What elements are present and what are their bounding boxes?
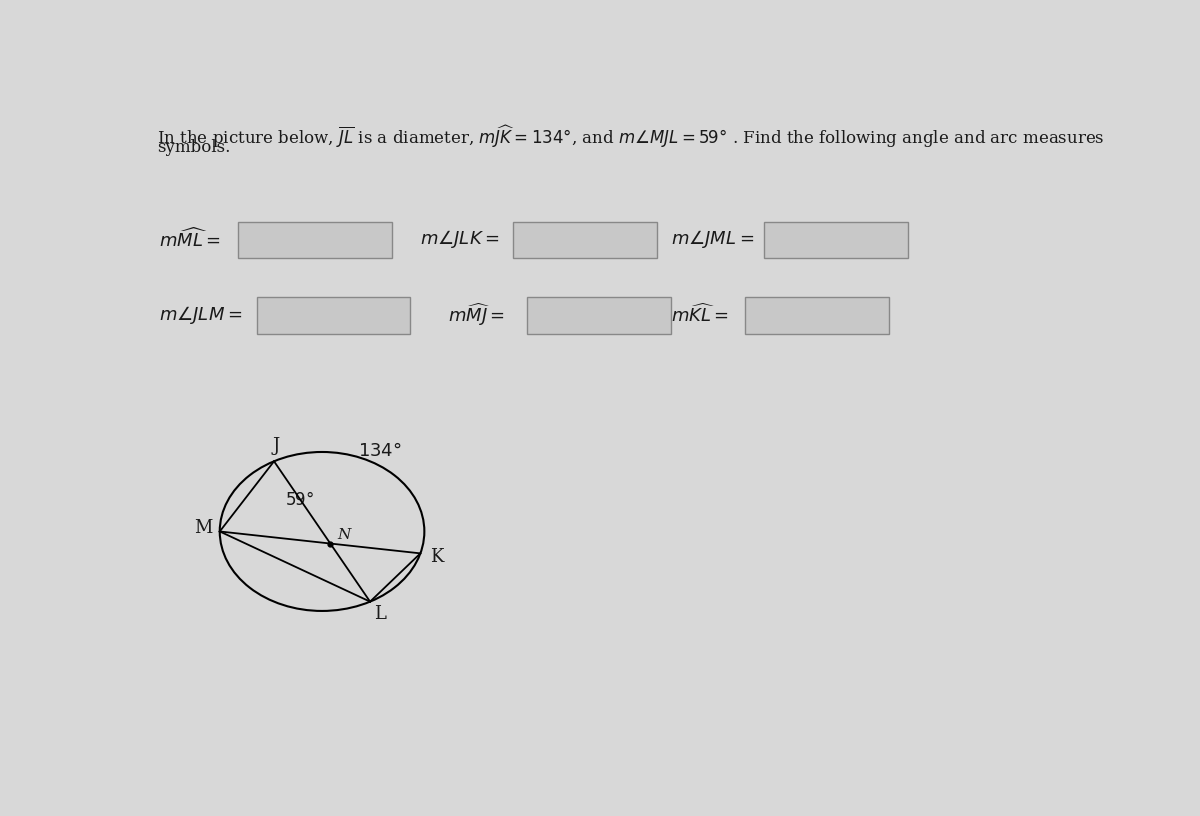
FancyBboxPatch shape [745,297,889,334]
Text: $m\angle JLM =$: $m\angle JLM =$ [160,304,242,326]
Text: N: N [337,528,352,543]
Text: $m\widehat{ML} =$: $m\widehat{ML} =$ [160,228,221,251]
FancyBboxPatch shape [257,297,410,334]
FancyBboxPatch shape [764,222,908,258]
Text: $m\angle JML =$: $m\angle JML =$ [671,228,754,251]
FancyBboxPatch shape [512,222,656,258]
Text: symbols.: symbols. [157,139,230,156]
Text: M: M [194,519,212,537]
FancyBboxPatch shape [527,297,671,334]
Text: In the picture below, $\overline{JL}$ is a diameter, $m\widehat{JK} = 134°$, and: In the picture below, $\overline{JL}$ is… [157,123,1105,149]
Text: $m\widehat{KL} =$: $m\widehat{KL} =$ [671,304,728,326]
FancyBboxPatch shape [239,222,391,258]
Text: K: K [430,548,443,565]
Text: $134°$: $134°$ [358,442,402,460]
Text: J: J [272,437,280,455]
Text: $59°$: $59°$ [286,491,314,509]
Text: L: L [373,605,385,623]
Text: $m\widehat{MJ} =$: $m\widehat{MJ} =$ [448,302,505,328]
Text: $m\angle JLK =$: $m\angle JLK =$ [420,228,499,251]
